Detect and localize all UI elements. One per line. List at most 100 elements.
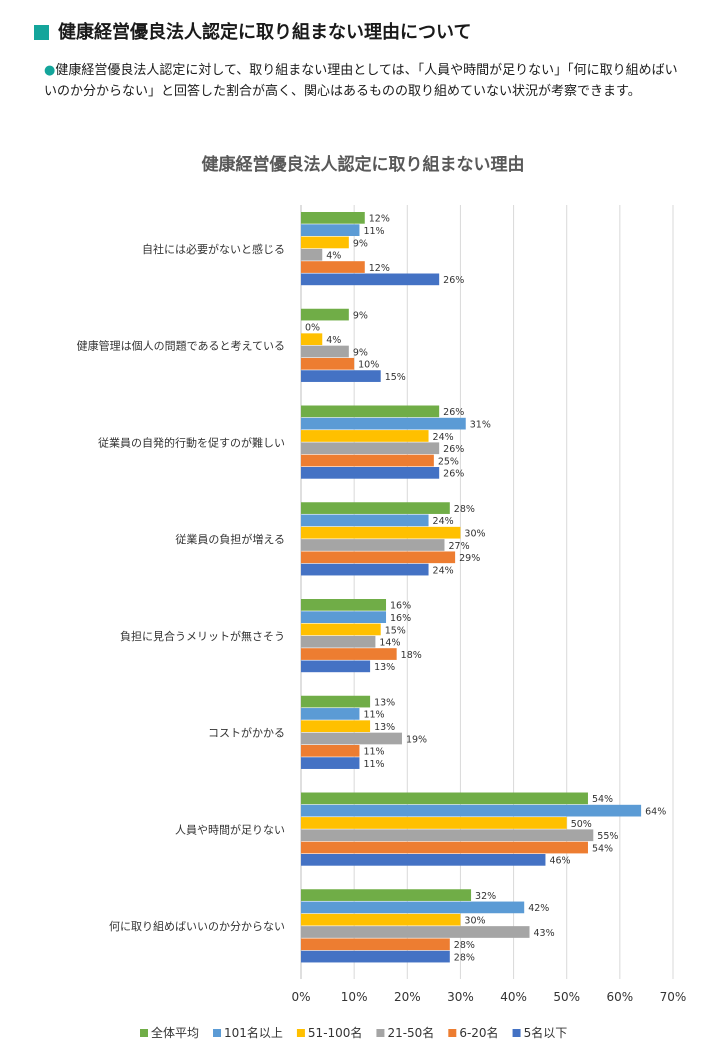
bar-chart: 健康経営優良法人認定に取り組まない理由 12%11%9%4%12%26%9%0%…: [77, 154, 687, 1040]
bar: [301, 660, 371, 673]
bar: [301, 526, 461, 539]
data-label: 25%: [438, 456, 459, 467]
bar: [301, 430, 429, 442]
data-label: 24%: [433, 432, 454, 443]
bar: [301, 273, 440, 286]
bar: [301, 212, 365, 224]
data-label: 15%: [385, 625, 406, 636]
data-label: 11%: [363, 710, 384, 721]
chart-category-labels: 自社には必要がないと感じる健康管理は個人の問題であると考えている従業員の自発的行…: [77, 242, 285, 933]
bar: [301, 901, 525, 914]
legend-swatch: [512, 1029, 521, 1037]
legend-swatch: [140, 1029, 148, 1037]
x-tick-label: 10%: [341, 990, 368, 1004]
bar: [301, 454, 434, 467]
data-label: 15%: [385, 372, 406, 383]
data-label: 18%: [401, 650, 422, 661]
legend-label: 全体平均: [151, 1025, 199, 1040]
bar: [301, 938, 450, 951]
data-label: 24%: [433, 565, 454, 576]
bar: [301, 950, 450, 963]
x-tick-label: 60%: [607, 990, 634, 1004]
bar: [301, 889, 472, 901]
data-label: 9%: [353, 238, 368, 249]
data-label: 16%: [390, 613, 411, 624]
bar: [301, 345, 349, 358]
chart-title: 健康経営優良法人認定に取り組まない理由: [202, 154, 525, 175]
category-label: 従業員の負担が増える: [175, 532, 285, 546]
bar: [301, 308, 349, 321]
bar: [301, 417, 466, 430]
legend-swatch: [448, 1029, 457, 1037]
data-label: 9%: [353, 347, 368, 358]
legend-label: 5名以下: [524, 1025, 568, 1040]
bar: [301, 648, 397, 660]
category-label: 何に取り組めばいいのか分からない: [109, 920, 285, 933]
data-label: 11%: [363, 759, 384, 770]
data-label: 4%: [326, 335, 341, 346]
bar: [301, 261, 365, 273]
legend-swatch: [296, 1029, 305, 1037]
category-label: コストがかかる: [208, 726, 285, 740]
data-label: 0%: [305, 323, 320, 334]
bar: [301, 405, 440, 418]
bar: [301, 695, 371, 708]
bar: [301, 854, 546, 866]
data-label: 26%: [443, 275, 464, 286]
bar: [301, 841, 588, 854]
bar: [301, 502, 450, 514]
data-label: 19%: [406, 734, 427, 745]
data-label: 13%: [374, 697, 395, 708]
bar: [301, 236, 349, 249]
data-label: 43%: [534, 928, 555, 939]
bar: [301, 467, 440, 479]
legend-swatch: [213, 1029, 222, 1037]
category-label: 健康管理は個人の問題であると考えている: [77, 339, 285, 353]
heading-title: 健康経営優良法人認定に取り組まない理由について: [58, 22, 472, 43]
bar: [301, 539, 445, 551]
data-label: 54%: [592, 843, 613, 854]
data-label: 42%: [528, 903, 549, 914]
bar: [301, 732, 402, 745]
data-label: 32%: [475, 891, 496, 902]
category-label: 自社には必要がないと感じる: [142, 242, 285, 256]
x-tick-label: 40%: [500, 990, 527, 1004]
data-label: 55%: [597, 831, 618, 842]
data-label: 12%: [369, 263, 390, 274]
data-label: 30%: [464, 529, 485, 540]
bar: [301, 599, 387, 611]
x-tick-label: 70%: [660, 990, 687, 1004]
intro-paragraph: ●健康経営優良法人認定に対して、取り組まない理由としては、「人員や時間が足りない…: [44, 60, 684, 102]
bar: [301, 370, 381, 382]
bar: [301, 224, 360, 236]
bar: [301, 720, 371, 733]
data-label: 54%: [592, 794, 613, 805]
bar: [301, 551, 456, 564]
bar: [301, 248, 323, 261]
chart-bars: [301, 212, 642, 963]
data-label: 14%: [379, 638, 400, 649]
data-label: 13%: [374, 722, 395, 733]
category-label: 負担に見合うメリットが無さそう: [120, 629, 285, 643]
data-label: 64%: [645, 806, 666, 817]
bar: [301, 913, 461, 926]
x-tick-label: 0%: [291, 990, 310, 1004]
data-label: 10%: [358, 360, 379, 371]
bar: [301, 829, 594, 842]
bar: [301, 926, 530, 938]
legend-swatch: [376, 1029, 385, 1037]
bar: [301, 817, 567, 829]
data-label: 11%: [363, 747, 384, 758]
intro-bullet-icon: ●: [44, 63, 56, 78]
category-label: 人員や時間が足りない: [175, 822, 285, 836]
bar: [301, 744, 360, 757]
bar: [301, 357, 355, 370]
legend-label: 51-100名: [308, 1025, 363, 1040]
data-label: 28%: [454, 940, 475, 951]
legend-label: 6-20名: [459, 1025, 498, 1040]
bar: [301, 563, 429, 576]
data-label: 29%: [459, 553, 480, 564]
bar: [301, 804, 642, 817]
heading-square-icon: [34, 25, 49, 40]
bar: [301, 611, 387, 623]
